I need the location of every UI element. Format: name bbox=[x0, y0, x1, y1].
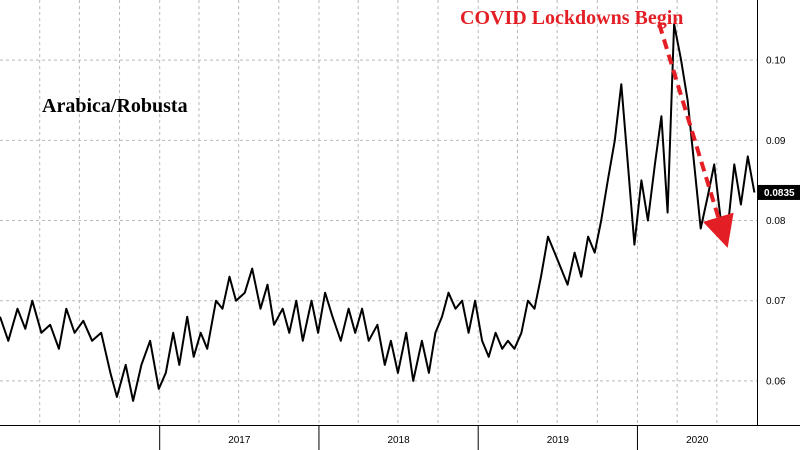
last-value-label: 0.0835 bbox=[764, 188, 795, 199]
series-line-arabica-robusta bbox=[0, 23, 756, 402]
chart-title: Arabica/Robusta bbox=[42, 95, 188, 117]
covid-trend-arrow bbox=[657, 23, 734, 248]
x-tick-label: 2019 bbox=[547, 435, 570, 446]
x-tick-label: 2018 bbox=[387, 435, 410, 446]
y-tick-label: 0.06 bbox=[766, 376, 786, 387]
y-tick-label: 0.07 bbox=[766, 296, 786, 307]
y-tick-label: 0.10 bbox=[766, 56, 786, 67]
last-value-badge: 0.0835 bbox=[758, 184, 800, 200]
grid-lines bbox=[0, 0, 757, 425]
x-tick-label: 2020 bbox=[686, 435, 709, 446]
y-axis: 0.06 0.07 0.08 0.09 0.10 bbox=[766, 56, 786, 388]
x-tick-label: 2017 bbox=[228, 435, 251, 446]
annotation-covid: COVID Lockdowns Begin bbox=[460, 7, 683, 29]
y-tick-label: 0.08 bbox=[766, 216, 786, 227]
y-tick-label: 0.09 bbox=[766, 136, 786, 147]
